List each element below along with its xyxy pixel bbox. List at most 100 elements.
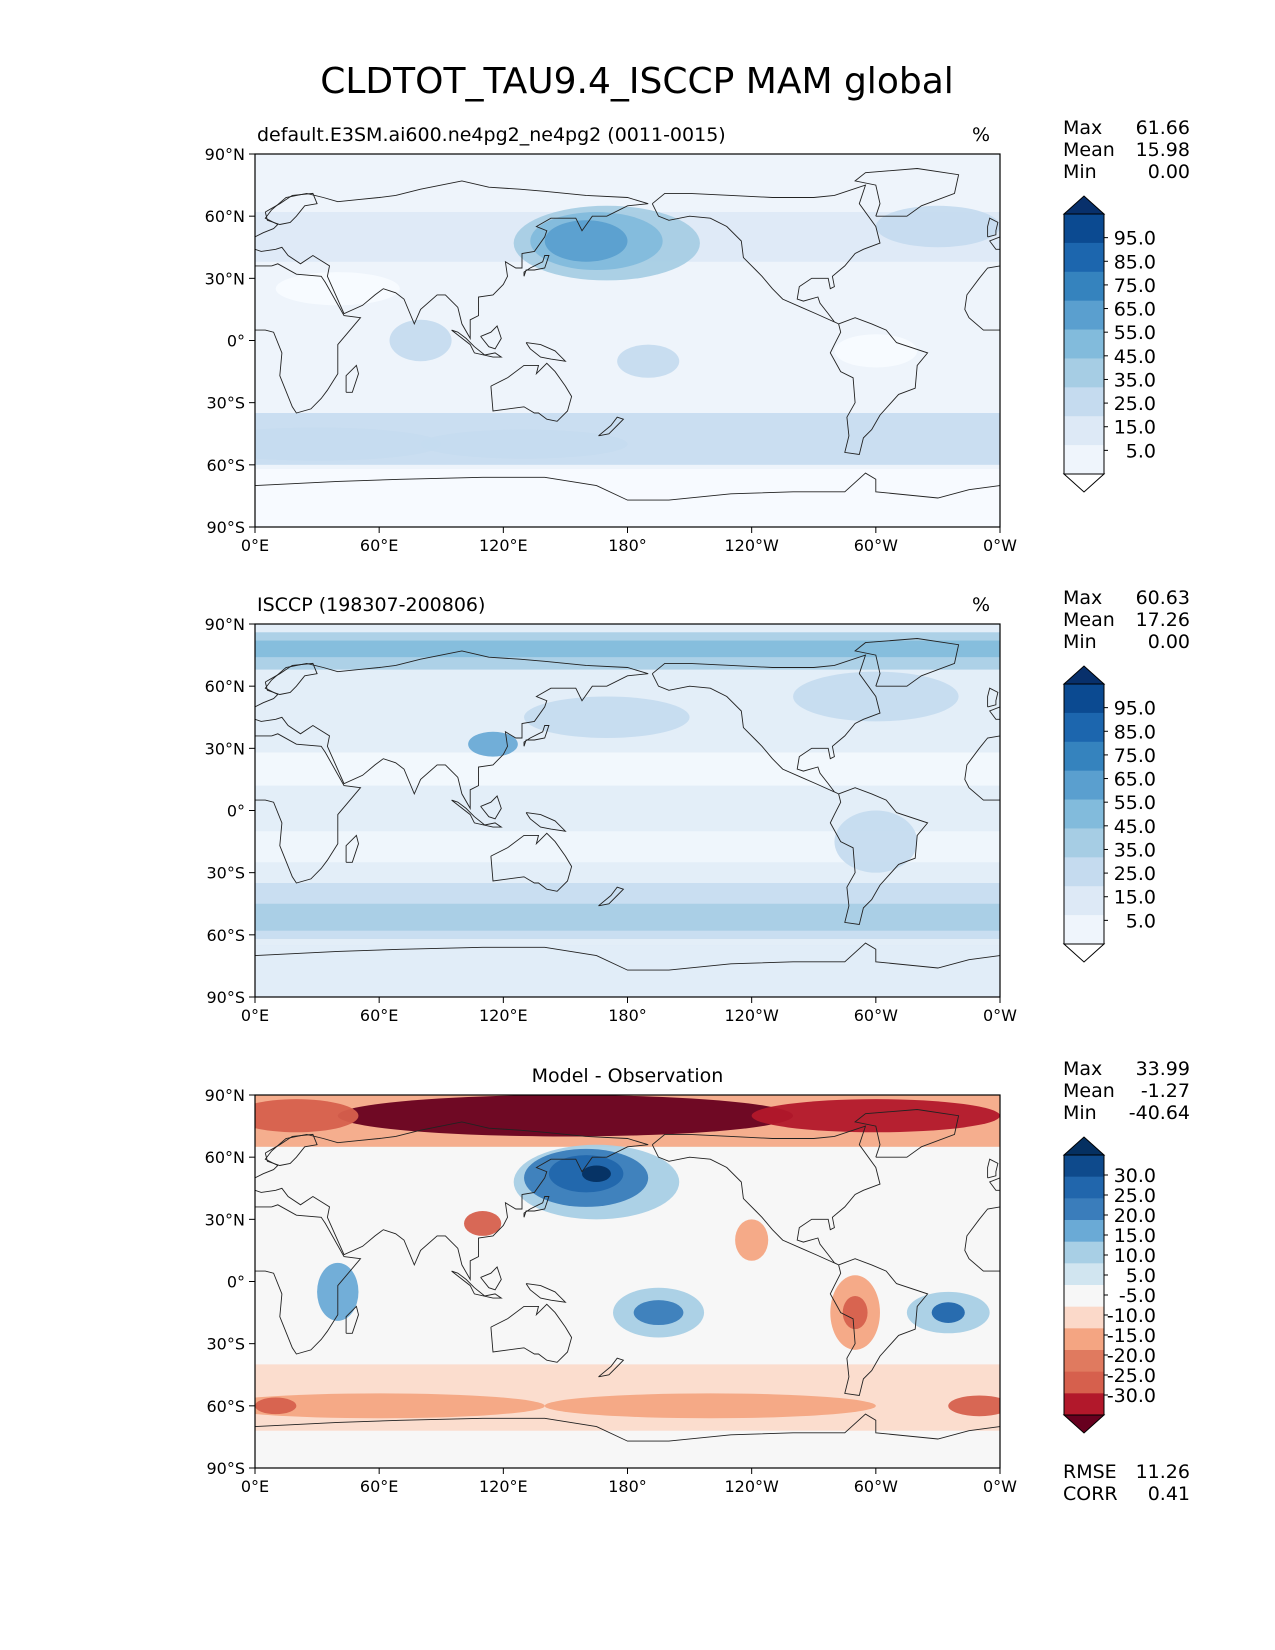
stat-value-min: 0.00 [1148,631,1190,653]
field-contour [834,810,918,873]
coastline-newguinea [525,1283,567,1303]
field-contour [842,1296,868,1330]
coastline-africa [255,1204,362,1355]
coastlines-model [255,168,1000,501]
colorbar-segment [1064,684,1104,714]
stat-label-max: Max [1063,1058,1102,1080]
lon-tick-label: 60°W [854,1477,898,1496]
colorbar-segment [1064,1350,1104,1373]
map-field-model [255,154,1000,527]
lon-tick-label: 60°W [854,1006,898,1025]
field-contour [524,696,690,738]
coastline-greenland [854,638,960,687]
coastline-australia [490,362,573,422]
coastlines-diff [255,1109,1000,1442]
coastline-europe_n [264,192,318,225]
lat-tick-label: 90°S [206,518,245,537]
colorbar-tick-label: 85.0 [1114,251,1156,273]
colorbar-tick-label: 85.0 [1114,721,1156,743]
coastline-newzealand [598,1357,625,1378]
lon-tick-label: 60°W [854,536,898,555]
colorbar-tick-label: 35.0 [1114,369,1156,391]
coastline-antarctica [255,942,1000,971]
colorbar-frame [1063,683,1105,945]
colorbar-tick-label: 65.0 [1114,299,1156,321]
coastline-indonesia [451,799,503,828]
field-band [255,468,1000,527]
coastline-australia [490,832,573,892]
lon-tick-label: 0°W [983,1006,1017,1025]
coastline-samerica [829,1258,929,1397]
lat-tick-label: 60°S [206,1397,245,1416]
stat-value-max: 61.66 [1136,117,1190,139]
lon-tick-label: 60°E [360,536,398,555]
field-band [255,945,1000,997]
colorbar-tick-label: 5.0 [1126,910,1156,932]
colorbar-tick-label: -20.0 [1107,1345,1156,1367]
stat-label-max: Max [1063,117,1102,139]
panel-obs: 90°N 60°N 30°N 0° 30°S 60°S 90°S0°E 60°E 120°E 18… [205,587,1190,1025]
stat-label-mean: Mean [1063,609,1115,631]
colorbar-tick-label: 25.0 [1114,863,1156,885]
colorbar-segment [1064,214,1104,244]
lon-tick-label: 0°E [241,1006,269,1025]
colorbar-tick-label: 15.0 [1114,887,1156,909]
coastline-antarctica [255,472,1000,501]
lat-tick-label: 30°N [205,269,245,288]
lat-tick-label: 30°S [206,1335,245,1354]
coastline-newzealand [598,416,625,437]
coastline-europe_n [264,662,318,695]
colorbar-segment [1064,445,1104,475]
colorbar-tick-label: 95.0 [1114,698,1156,720]
coastline-africa-wrap [964,1206,1000,1272]
lat-tick-label: 30°S [206,394,245,413]
coastline-uk-wrap [987,687,999,708]
lon-tick-label: 120°W [724,536,779,555]
colorbar-segment [1064,1176,1104,1199]
coastline-australia [490,1303,573,1363]
stat-value-mean: -1.27 [1141,1080,1190,1102]
colorbar-segment [1064,271,1104,302]
stat-label-rmse: RMSE [1063,1461,1117,1483]
stat-label-min: Min [1063,161,1097,183]
field-band [255,640,1000,658]
lat-tick-label: 30°N [205,1210,245,1229]
field-contour [544,1393,876,1419]
colorbar-segment [1064,329,1104,359]
lat-tick-label: 90°S [206,988,245,1007]
stat-label-mean: Mean [1063,1080,1115,1102]
stat-value-rmse: 11.26 [1136,1461,1190,1483]
colorbar-diff: 30.025.020.015.010.05.0-5.0-10.0-15.0-20… [1062,1136,1156,1434]
colorbar-tick-label: 5.0 [1126,440,1156,462]
lat-tick-label: 0° [227,802,245,821]
lon-tick-label: 60°E [360,1477,398,1496]
colorbar-segment [1064,1263,1104,1286]
colorbar-segment [1064,712,1104,743]
field-contour [255,1099,359,1133]
coastline-antarctica [255,1413,1000,1442]
coastline-eurasia [255,180,649,341]
lon-tick-label: 180° [608,1477,647,1496]
coastline-madagascar [345,834,359,863]
colorbar-tick-label: 75.0 [1114,275,1156,297]
field-contour [948,1395,1000,1417]
coastline-borneo [480,1266,502,1291]
lon-tick-label: 120°E [479,1006,528,1025]
field-band [255,752,1000,786]
colorbar-segment [1064,242,1104,273]
colorbar-tick-label: 55.0 [1114,322,1156,344]
stat-value-min: 0.00 [1148,161,1190,183]
lon-tick-label: 120°W [724,1006,779,1025]
lat-tick-label: 90°N [205,615,245,634]
lat-tick-label: 60°N [205,677,245,696]
coastline-greenland [854,168,960,217]
colorbar-segment [1064,828,1104,858]
coastline-madagascar [345,364,359,393]
colorbar-segment [1064,1241,1104,1264]
colorbar-tick-label: 15.0 [1114,1225,1156,1247]
coastline-japan [523,1196,550,1218]
colorbar-frame [1063,213,1105,475]
colorbar-tick-label: -10.0 [1107,1305,1156,1327]
colorbar-segment [1064,915,1104,945]
lon-tick-label: 0°W [983,1477,1017,1496]
